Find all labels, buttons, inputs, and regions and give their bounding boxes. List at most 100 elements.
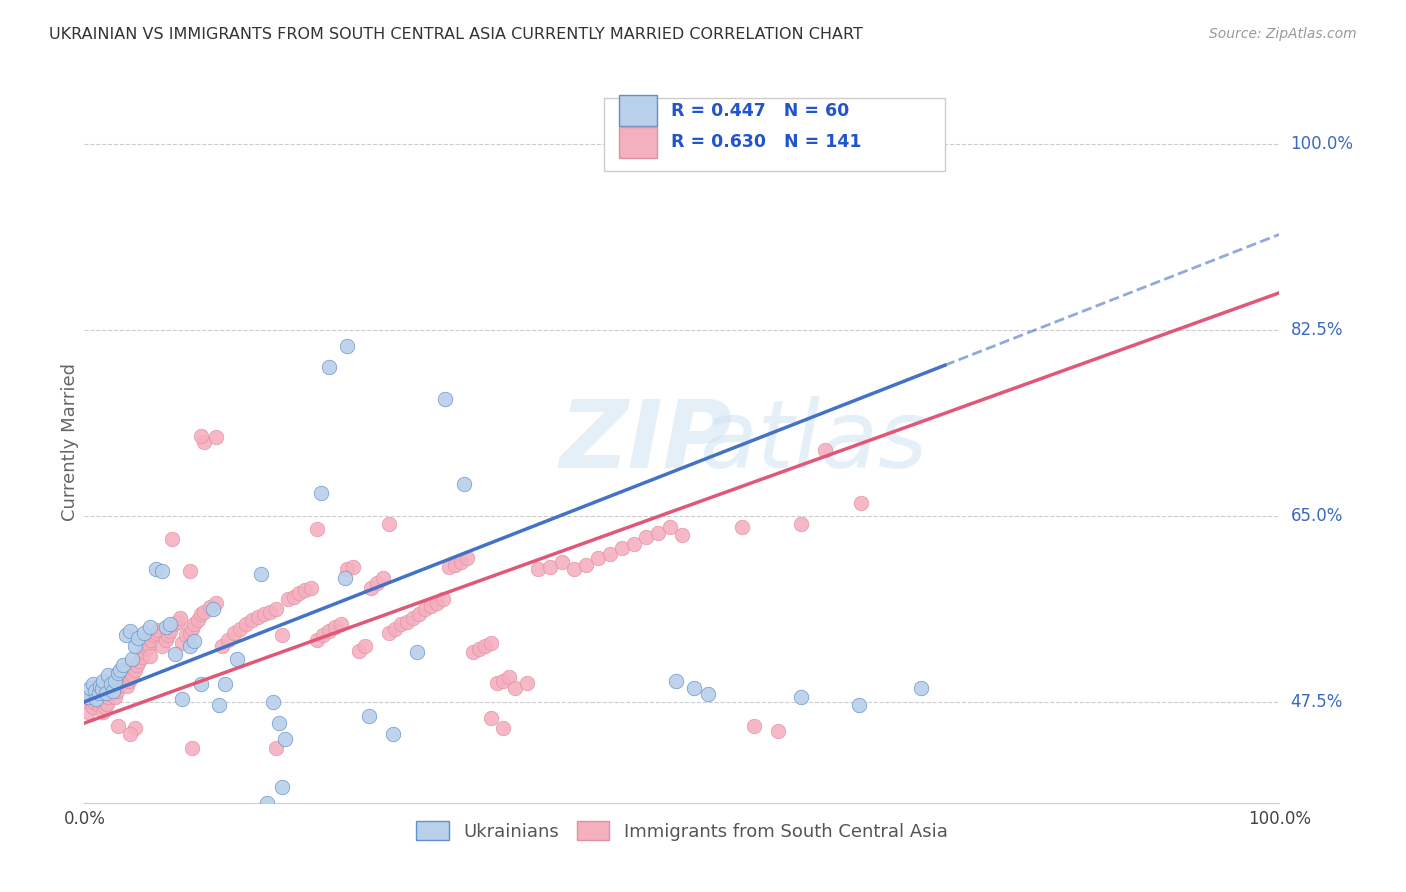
Point bbox=[498, 670, 520, 684]
Point bbox=[79, 691, 101, 706]
Point bbox=[97, 690, 120, 704]
Point bbox=[453, 477, 475, 491]
Point bbox=[474, 639, 496, 653]
Point bbox=[98, 686, 121, 700]
Point bbox=[115, 663, 138, 677]
Point bbox=[103, 673, 125, 688]
Point bbox=[86, 684, 108, 698]
FancyBboxPatch shape bbox=[619, 95, 657, 126]
Point bbox=[485, 675, 508, 690]
Point bbox=[851, 496, 873, 510]
Point bbox=[222, 625, 245, 640]
Point bbox=[172, 691, 194, 706]
Point bbox=[104, 690, 127, 704]
Point bbox=[77, 706, 100, 720]
Point bbox=[165, 647, 187, 661]
Point bbox=[101, 679, 124, 693]
Point bbox=[492, 722, 515, 736]
Point bbox=[97, 668, 120, 682]
Point bbox=[145, 625, 167, 640]
Point bbox=[599, 547, 621, 561]
Point bbox=[270, 780, 292, 794]
Point bbox=[128, 655, 150, 669]
Point bbox=[264, 740, 287, 755]
Point bbox=[256, 796, 278, 810]
Point bbox=[208, 698, 231, 712]
Point bbox=[166, 615, 188, 630]
Point bbox=[294, 583, 316, 598]
Point bbox=[408, 607, 430, 621]
Point bbox=[148, 623, 170, 637]
Point bbox=[647, 525, 669, 540]
Point bbox=[118, 672, 141, 686]
Point bbox=[110, 663, 132, 677]
Point bbox=[479, 636, 502, 650]
Point bbox=[169, 611, 191, 625]
Point bbox=[312, 628, 335, 642]
Point bbox=[360, 581, 382, 595]
Point bbox=[240, 613, 263, 627]
Point bbox=[159, 617, 181, 632]
Point bbox=[575, 558, 598, 572]
Point bbox=[193, 434, 215, 449]
Point bbox=[205, 596, 228, 610]
Point bbox=[193, 605, 215, 619]
Point bbox=[84, 690, 107, 704]
Point bbox=[104, 673, 127, 688]
Point bbox=[264, 602, 287, 616]
Point bbox=[307, 522, 329, 536]
Point bbox=[163, 617, 186, 632]
Text: 100.0%: 100.0% bbox=[1291, 135, 1354, 153]
Point bbox=[342, 560, 364, 574]
Point bbox=[90, 690, 112, 704]
FancyBboxPatch shape bbox=[605, 98, 945, 170]
Point bbox=[659, 519, 682, 533]
Point bbox=[389, 617, 412, 632]
Point bbox=[93, 673, 115, 688]
Point bbox=[107, 666, 129, 681]
Point bbox=[87, 686, 110, 700]
Point bbox=[159, 624, 181, 638]
Point bbox=[432, 591, 454, 606]
Point bbox=[77, 695, 100, 709]
Point bbox=[100, 682, 122, 697]
Point bbox=[437, 560, 460, 574]
Point bbox=[325, 620, 347, 634]
Point bbox=[381, 727, 404, 741]
Point bbox=[150, 564, 173, 578]
Point bbox=[309, 485, 332, 500]
Point bbox=[516, 675, 538, 690]
Point bbox=[131, 650, 153, 665]
Point bbox=[86, 691, 108, 706]
Point bbox=[110, 668, 132, 682]
Point bbox=[107, 719, 129, 733]
Point bbox=[540, 560, 562, 574]
Point bbox=[461, 645, 484, 659]
Point bbox=[246, 610, 269, 624]
Point bbox=[283, 590, 305, 604]
Point bbox=[229, 622, 252, 636]
Point bbox=[269, 716, 291, 731]
Point bbox=[107, 679, 129, 693]
Point bbox=[198, 600, 221, 615]
Text: ZIP: ZIP bbox=[560, 395, 733, 488]
Point bbox=[87, 698, 110, 712]
Point bbox=[105, 684, 128, 698]
Point bbox=[84, 684, 107, 698]
Point bbox=[217, 633, 239, 648]
Point bbox=[405, 645, 427, 659]
Point bbox=[479, 711, 502, 725]
Point bbox=[93, 700, 115, 714]
Point bbox=[124, 663, 146, 677]
Point bbox=[135, 640, 157, 655]
Point bbox=[623, 536, 645, 550]
Point bbox=[671, 528, 693, 542]
Text: 65.0%: 65.0% bbox=[1291, 507, 1343, 524]
Point bbox=[93, 706, 115, 720]
Point bbox=[94, 695, 117, 709]
Point bbox=[288, 586, 311, 600]
Point bbox=[112, 673, 135, 688]
Point bbox=[766, 723, 789, 738]
Point bbox=[366, 575, 388, 590]
Point bbox=[183, 617, 205, 632]
